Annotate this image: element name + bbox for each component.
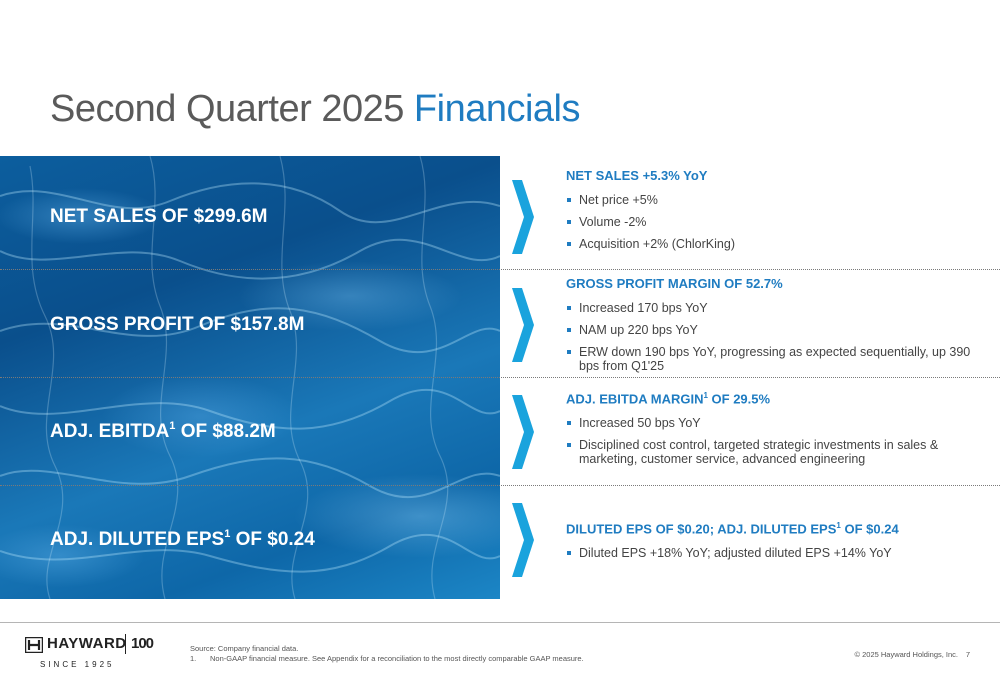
chevron-right-icon	[512, 395, 534, 469]
section-heading: NET SALES +5.3% YoY	[566, 168, 708, 183]
chevron-right-icon	[512, 180, 534, 254]
chevron-right-icon	[512, 288, 534, 362]
footnote-marker: 1	[169, 420, 176, 432]
source-notes: Source: Company financial data. 1. Non-GA…	[190, 644, 584, 664]
list-item: Disciplined cost control, targeted strat…	[566, 438, 976, 466]
water-caustics	[0, 156, 500, 599]
logo-separator	[125, 634, 126, 654]
list-item: Volume -2%	[566, 215, 976, 229]
since-1925: SINCE 1925	[40, 660, 115, 669]
chevron-right-icon	[512, 503, 534, 577]
footnote-marker: 1	[224, 528, 231, 540]
metric-gross-profit: GROSS PROFIT OF $157.8M	[50, 314, 305, 335]
bullet-square-icon	[567, 350, 571, 354]
metric-adj-ebitda-pre: ADJ. EBITDA	[50, 421, 170, 442]
list-item: Diluted EPS +18% YoY; adjusted diluted E…	[566, 546, 976, 560]
copyright: © 2025 Hayward Holdings, Inc.	[854, 650, 959, 659]
page-title: Second Quarter 2025 Financials	[50, 88, 581, 131]
section-divider	[0, 377, 1000, 378]
page-number: 7	[965, 650, 970, 659]
hayward-mark-icon	[25, 637, 43, 653]
diluted-eps-details: DILUTED EPS OF $0.20; ADJ. DILUTED EPS1 …	[566, 521, 976, 568]
metric-adj-ebitda: ADJ. EBITDA1 OF $88.2M	[50, 420, 276, 443]
footer-rule	[0, 622, 1000, 623]
footnote: 1. Non-GAAP financial measure. See Append…	[190, 654, 584, 663]
bullet-square-icon	[567, 328, 571, 332]
bullet-square-icon	[567, 551, 571, 556]
metric-adj-eps-pre: ADJ. DILUTED EPS	[50, 529, 225, 550]
logo-100: 100	[131, 635, 154, 652]
section-divider	[0, 269, 1000, 270]
metric-adj-diluted-eps: ADJ. DILUTED EPS1 OF $0.24	[50, 528, 315, 551]
section-divider	[0, 485, 1000, 486]
section-heading: ADJ. EBITDA MARGIN1 OF 29.5%	[566, 391, 771, 407]
bullet-square-icon	[567, 421, 571, 426]
list-item: NAM up 220 bps YoY	[566, 323, 976, 337]
section-heading: GROSS PROFIT MARGIN OF 52.7%	[566, 276, 783, 291]
metric-net-sales: NET SALES OF $299.6M	[50, 206, 268, 227]
bullet-square-icon	[567, 306, 571, 310]
metric-adj-ebitda-post: OF $88.2M	[175, 421, 276, 442]
bullet-square-icon	[567, 443, 571, 448]
source-line: Source: Company financial data.	[190, 644, 299, 653]
title-accent: Financials	[413, 88, 581, 130]
list-item: Increased 50 bps YoY	[566, 416, 976, 430]
list-item: Net price +5%	[566, 193, 976, 207]
bullet-square-icon	[567, 220, 571, 224]
bullet-square-icon	[567, 198, 571, 202]
section-heading: DILUTED EPS OF $0.20; ADJ. DILUTED EPS1 …	[566, 521, 899, 537]
bullet-square-icon	[567, 242, 571, 246]
gross-profit-details: GROSS PROFIT MARGIN OF 52.7% Increased 1…	[566, 276, 976, 381]
list-item: Increased 170 bps YoY	[566, 301, 976, 315]
net-sales-details: NET SALES +5.3% YoY Net price +5% Volume…	[566, 168, 976, 259]
list-item: ERW down 190 bps YoY, progressing as exp…	[566, 345, 976, 373]
title-main: Second Quarter 2025	[50, 88, 414, 130]
list-item: Acquisition +2% (ChlorKing)	[566, 237, 976, 251]
logo-wordmark: HAYWARD	[47, 635, 127, 652]
adj-ebitda-details: ADJ. EBITDA MARGIN1 OF 29.5% Increased 5…	[566, 391, 976, 474]
metric-adj-eps-post: OF $0.24	[230, 529, 315, 550]
